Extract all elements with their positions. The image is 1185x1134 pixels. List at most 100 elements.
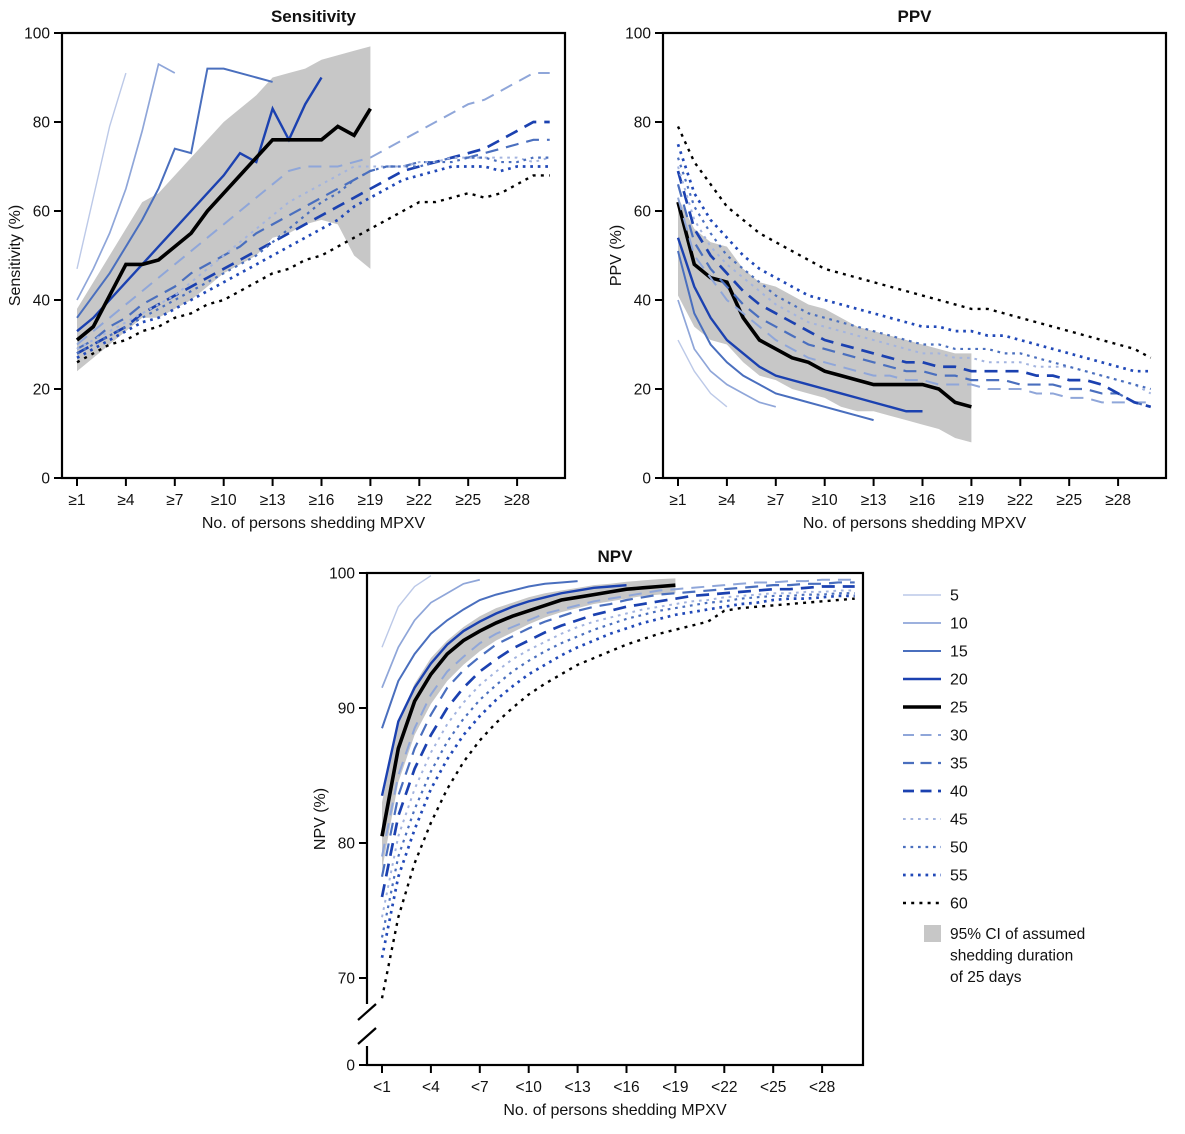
- legend-label-50: 50: [950, 840, 968, 857]
- ppv-x-tick-label: ≥13: [861, 492, 887, 509]
- legend-item-55: 55: [903, 868, 968, 885]
- ppv-y-tick-label: 20: [634, 382, 652, 399]
- legend-item-15: 15: [903, 644, 968, 661]
- legend-label-35: 35: [950, 756, 968, 773]
- npv-x-tick-label: <7: [471, 1079, 489, 1096]
- npv-series-35: [380, 581, 855, 877]
- ppv-series-35: [676, 184, 1151, 408]
- sensitivity-title: Sensitivity: [271, 7, 357, 26]
- legend-label-25: 25: [950, 700, 968, 717]
- ppv-x-tick-label: ≥25: [1056, 492, 1082, 509]
- ppv-series-30: [677, 197, 1151, 404]
- npv-title: NPV: [598, 547, 634, 566]
- sensitivity-series-5: [76, 72, 127, 270]
- npv-series-25: [380, 583, 676, 837]
- legend-item-20: 20: [903, 672, 968, 689]
- legend-item-50: 50: [903, 840, 968, 857]
- ppv-series-25: [676, 201, 972, 409]
- npv-panel: 0 70 80 90 100 <1 <4 <7 <10 <13 <16 <19 <22 <25 <28 NPV…: [312, 547, 865, 1119]
- legend-ci-text-line-1: 95% CI of assumed: [950, 926, 1085, 943]
- npv-x-tick-label: <22: [711, 1079, 737, 1096]
- npv-x-tick-label: <13: [564, 1079, 590, 1096]
- legend-ci-text-line-3: of 25 days: [950, 969, 1022, 986]
- sensitivity-x-tick-label: ≥1: [68, 492, 85, 509]
- npv-x-tick-label: <25: [760, 1079, 786, 1096]
- legend-label-60: 60: [950, 896, 968, 913]
- legend-label-55: 55: [950, 868, 968, 885]
- npv-x-axis-label: No. of persons shedding MPXV: [503, 1102, 727, 1119]
- sensitivity-series-15: [76, 67, 273, 319]
- sensitivity-x-tick-label: ≥25: [455, 492, 481, 509]
- npv-x-tick-label: <10: [516, 1079, 543, 1096]
- sensitivity-y-tick-label: 80: [33, 115, 51, 132]
- sensitivity-y-tick-label: 40: [33, 293, 51, 310]
- sensitivity-series-40: [76, 120, 550, 355]
- sensitivity-series-20: [76, 76, 323, 333]
- ppv-x-tick-label: ≥10: [812, 492, 838, 509]
- ppv-y-axis-label: PPV (%): [608, 225, 625, 286]
- legend-label-45: 45: [950, 812, 968, 829]
- ppv-series-50: [676, 157, 1151, 391]
- npv-series-15: [381, 580, 578, 729]
- ppv-x-tick-label: ≥7: [767, 492, 784, 509]
- sensitivity-x-tick-label: ≥13: [260, 492, 286, 509]
- ppv-series-10: [677, 299, 777, 408]
- npv-y-tick-label: 70: [338, 971, 356, 988]
- npv-series-60: [380, 597, 855, 999]
- ppv-ci-band: [678, 197, 972, 443]
- npv-x-tick-label: <4: [422, 1079, 440, 1096]
- ppv-y-tick-label: 80: [634, 115, 652, 132]
- legend-item-60: 60: [903, 896, 968, 913]
- npv-x-tick-label: <16: [613, 1079, 639, 1096]
- sensitivity-y-tick-label: 20: [33, 382, 51, 399]
- sensitivity-x-tick-label: ≥28: [504, 492, 530, 509]
- sensitivity-series-25: [75, 107, 372, 342]
- npv-y-axis-label: NPV (%): [312, 788, 329, 850]
- ppv-series-40: [676, 170, 1152, 409]
- npv-series-30: [381, 578, 855, 857]
- ppv-x-tick-label: ≥1: [669, 492, 686, 509]
- sensitivity-y-tick-label: 100: [24, 26, 50, 43]
- npv-y-tick-label: 90: [338, 701, 356, 718]
- ppv-y-tick-label: 60: [634, 204, 652, 221]
- npv-axis-break-gap: [365, 1004, 369, 1046]
- legend-item-45: 45: [903, 812, 968, 829]
- npv-axis-break-slash-1: [357, 1003, 377, 1021]
- legend-item-40: 40: [903, 784, 968, 801]
- legend-label-5: 5: [950, 588, 959, 605]
- sensitivity-x-tick-label: ≥19: [358, 492, 384, 509]
- sensitivity-series-50: [76, 156, 550, 355]
- ppv-series-60: [676, 125, 1152, 359]
- figure-legend: 5 10 15 20 25 30 35 40 45 50 55 60 95% CI of assumed…: [903, 588, 1085, 986]
- sensitivity-ci-band: [77, 46, 371, 372]
- ppv-plot-frame: [661, 31, 1168, 480]
- npv-axis-break-slash-2: [357, 1027, 377, 1045]
- npv-x-tick-label: <19: [662, 1079, 688, 1096]
- ppv-y-tick-label: 100: [625, 26, 651, 43]
- ppv-series-5: [677, 339, 728, 408]
- legend-label-40: 40: [950, 784, 968, 801]
- npv-x-tick-label: <1: [373, 1079, 391, 1096]
- legend-label-15: 15: [950, 644, 968, 661]
- ppv-panel: 0 20 40 60 80 100 ≥1 ≥4 ≥7 ≥10 ≥13 ≥16 ≥19 ≥22 ≥25 ≥28 P…: [608, 7, 1168, 532]
- legend-item-10: 10: [903, 616, 968, 633]
- sensitivity-x-tick-label: ≥10: [211, 492, 237, 509]
- sensitivity-plot-frame: [60, 31, 567, 480]
- sensitivity-x-tick-label: ≥16: [309, 492, 335, 509]
- ppv-series-15: [677, 250, 874, 422]
- ppv-y-tick-label: 40: [634, 293, 652, 310]
- sensitivity-y-axis-label: Sensitivity (%): [7, 205, 24, 306]
- npv-series-40: [380, 585, 855, 898]
- sensitivity-y-tick-label: 0: [41, 471, 50, 488]
- legend-item-5: 5: [903, 588, 959, 605]
- sensitivity-series-10: [76, 62, 176, 301]
- npv-series-55: [380, 594, 855, 959]
- legend-label-10: 10: [950, 616, 968, 633]
- sensitivity-panel: 0 20 40 60 80 100 ≥1 ≥4 ≥7 ≥10 ≥13 ≥16 ≥19 ≥22 ≥25 ≥28 S…: [7, 7, 567, 532]
- sensitivity-series-30: [76, 72, 550, 346]
- npv-series-10: [381, 578, 481, 689]
- npv-ci-band: [382, 578, 676, 870]
- legend-ci-entry: 95% CI of assumed shedding duration of 25 …: [924, 925, 1085, 986]
